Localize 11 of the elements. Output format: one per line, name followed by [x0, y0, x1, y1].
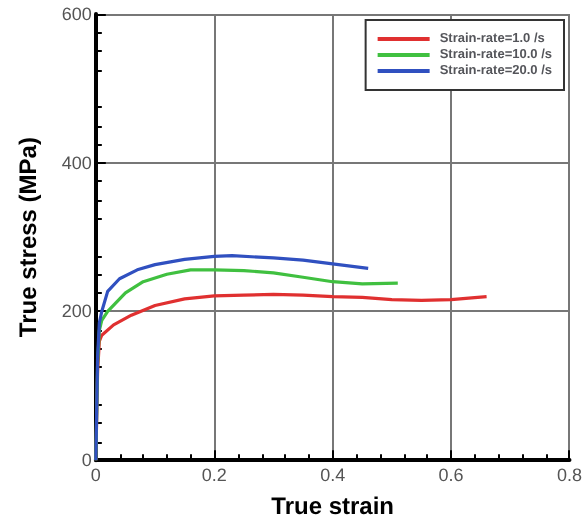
y-tick-label: 400 [61, 152, 92, 173]
y-tick-label: 0 [81, 450, 92, 471]
y-tick-label: 600 [61, 4, 92, 24]
x-tick-label: 0.2 [201, 465, 227, 486]
y-tick-label: 200 [61, 301, 92, 322]
x-tick-label: 0.6 [438, 465, 464, 486]
line-series [94, 254, 370, 462]
x-tick-label: 0.4 [320, 465, 346, 486]
y-axis-title: True stress (MPa) [14, 137, 42, 338]
x-tick-label: 0.8 [556, 465, 582, 486]
x-axis-title: True strain [271, 492, 395, 520]
